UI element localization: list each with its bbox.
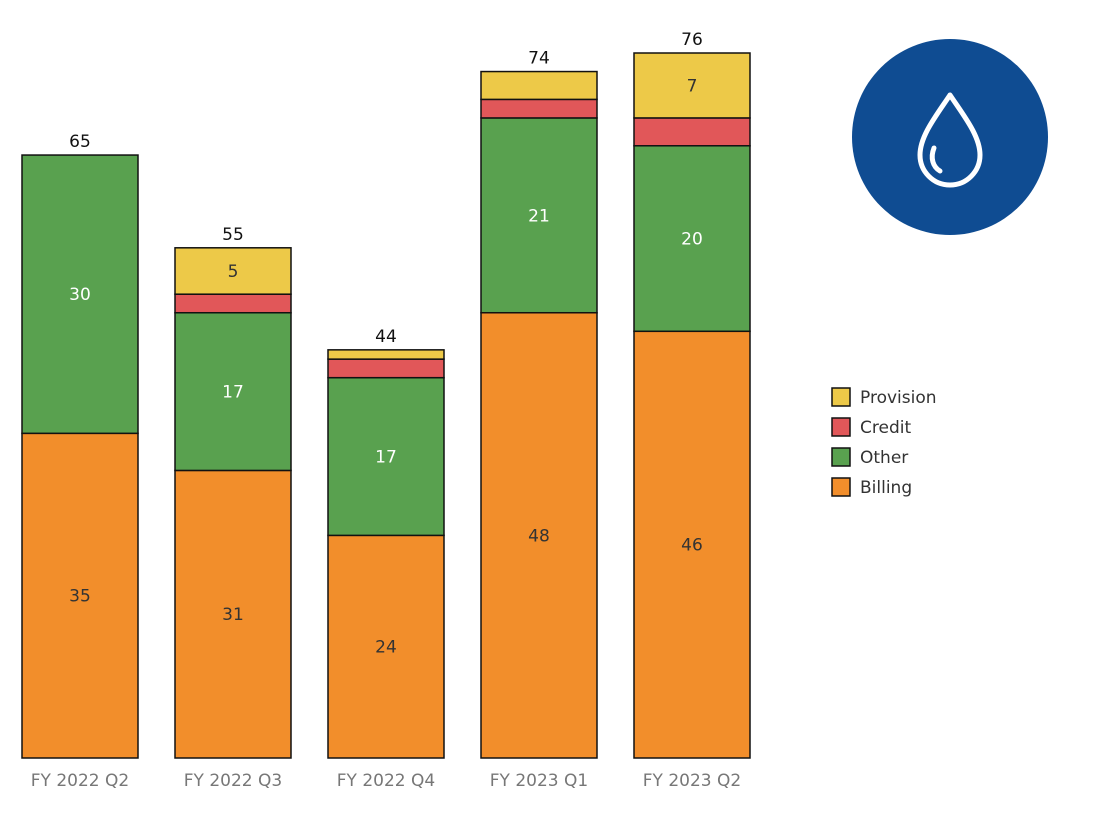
value-label-billing-1: 31 — [222, 605, 244, 625]
icon-background — [852, 39, 1048, 235]
value-label-provision-4: 7 — [687, 76, 698, 96]
bar-credit-3 — [480, 98, 598, 119]
legend-swatch-provision — [831, 387, 851, 407]
water-drop-icon — [917, 92, 983, 188]
total-label-2: 44 — [375, 327, 397, 347]
value-label-billing-4: 46 — [681, 536, 703, 556]
bar-provision-4 — [633, 52, 751, 119]
legend-label-billing: Billing — [860, 478, 912, 498]
x-tick-label-3: FY 2023 Q1 — [490, 771, 588, 791]
bar-provision-2 — [327, 349, 445, 360]
legend-label-credit: Credit — [860, 418, 911, 438]
x-tick-label-0: FY 2022 Q2 — [31, 771, 129, 791]
total-label-3: 74 — [528, 49, 550, 69]
legend-swatch-other — [831, 447, 851, 467]
x-tick-label-2: FY 2022 Q4 — [337, 771, 435, 791]
value-label-billing-3: 48 — [528, 526, 550, 546]
bar-billing-0 — [21, 432, 139, 759]
x-tick-label-1: FY 2022 Q3 — [184, 771, 282, 791]
legend-swatch-billing — [831, 477, 851, 497]
bars-group — [21, 52, 751, 759]
bar-other-2 — [327, 376, 445, 537]
x-tick-label-4: FY 2023 Q2 — [643, 771, 741, 791]
value-label-billing-2: 24 — [375, 638, 397, 658]
value-label-other-2: 17 — [375, 448, 397, 468]
value-label-other-0: 30 — [69, 285, 91, 305]
total-label-1: 55 — [222, 225, 244, 245]
legend-label-provision: Provision — [860, 388, 937, 408]
bar-billing-2 — [327, 534, 445, 759]
value-label-other-1: 17 — [222, 383, 244, 403]
legend-label-other: Other — [860, 448, 908, 468]
bar-other-3 — [480, 117, 598, 314]
total-label-4: 76 — [681, 30, 703, 50]
value-label-billing-0: 35 — [69, 587, 91, 607]
total-label-0: 65 — [69, 132, 91, 152]
value-label-other-4: 20 — [681, 230, 703, 250]
bar-provision-1 — [174, 247, 292, 295]
bar-credit-4 — [633, 117, 751, 147]
bar-other-1 — [174, 311, 292, 472]
legend: Provision Credit Other Billing — [831, 387, 937, 498]
bar-billing-3 — [480, 311, 598, 759]
bar-other-4 — [633, 145, 751, 333]
value-label-provision-1: 5 — [228, 262, 239, 282]
bar-provision-3 — [480, 70, 598, 101]
bar-credit-1 — [174, 293, 292, 314]
water-drop-badge — [852, 39, 1048, 235]
value-label-other-3: 21 — [528, 206, 550, 226]
legend-swatch-credit — [831, 417, 851, 437]
bar-other-0 — [21, 154, 139, 435]
bar-billing-4 — [633, 330, 751, 759]
bar-credit-2 — [327, 358, 445, 379]
